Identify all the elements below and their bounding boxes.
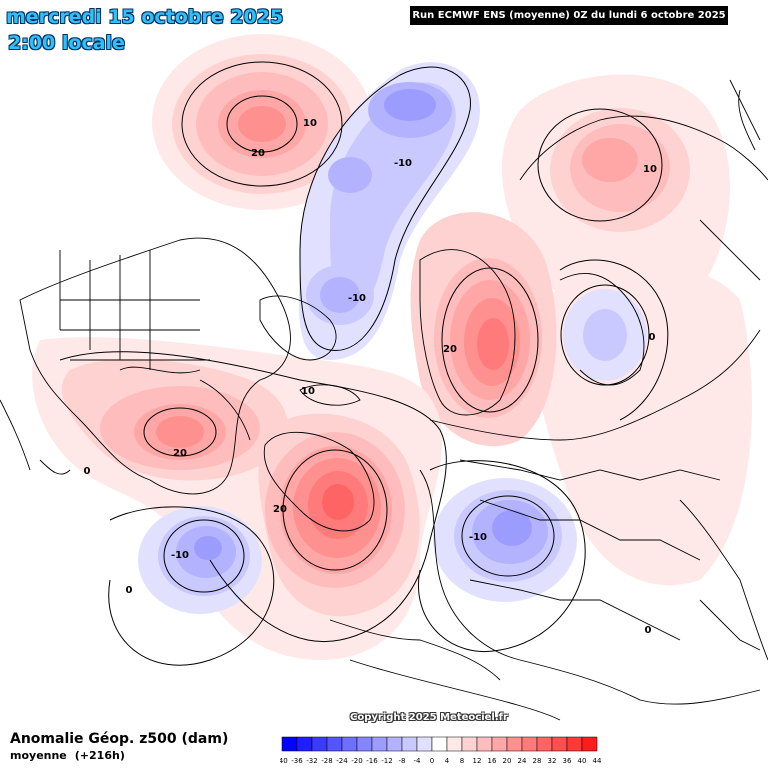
scale-swatch bbox=[566, 736, 583, 752]
scale-swatch bbox=[371, 736, 388, 752]
forecast-time: 2:00 locale bbox=[8, 32, 125, 54]
scale-tick-label: 28 bbox=[533, 757, 542, 765]
scale-swatch bbox=[431, 736, 448, 752]
anomaly-scandinavia-high bbox=[410, 212, 557, 447]
scale-swatch bbox=[311, 736, 328, 752]
scale-swatch bbox=[476, 736, 493, 752]
scale-tick-label: -16 bbox=[366, 757, 378, 765]
anomaly-north-pacific-high bbox=[152, 34, 372, 210]
scale-tick-label: -28 bbox=[321, 757, 332, 765]
contour-label: 20 bbox=[443, 344, 457, 355]
anomaly-western-na-high bbox=[61, 359, 288, 481]
legend-mean-label: moyenne bbox=[10, 749, 67, 762]
scale-tick-label: 44 bbox=[593, 757, 602, 765]
forecast-date: mercredi 15 octobre 2025 bbox=[6, 6, 284, 28]
anomaly-siberian-trough bbox=[298, 62, 480, 361]
scale-tick-label: -8 bbox=[399, 757, 406, 765]
scale-tick-label: -20 bbox=[351, 757, 362, 765]
shaded-anomalies bbox=[32, 34, 752, 660]
copyright: Copyright 2025 Meteociel.fr bbox=[350, 712, 508, 723]
scale-swatch bbox=[521, 736, 538, 752]
scale-swatch bbox=[386, 736, 403, 752]
contour-label: 10 bbox=[301, 386, 315, 397]
scale-tick-label: -40 bbox=[280, 757, 288, 765]
scale-tick-label: -12 bbox=[381, 757, 392, 765]
contour-label: -10 bbox=[348, 293, 366, 304]
scale-swatch bbox=[296, 736, 313, 752]
scale-tick-label: 32 bbox=[548, 757, 557, 765]
scale-swatch bbox=[491, 736, 508, 752]
legend-subtitle: moyenne (+216h) bbox=[10, 749, 125, 762]
anomaly-eastern-pacific-low bbox=[138, 506, 262, 614]
contour-label: -10 bbox=[171, 550, 189, 561]
contour-label: 10 bbox=[303, 118, 317, 129]
scale-swatch bbox=[536, 736, 553, 752]
scale-tick-label: 36 bbox=[563, 757, 572, 765]
scale-swatch bbox=[461, 736, 478, 752]
scale-swatch bbox=[401, 736, 418, 752]
scale-swatch bbox=[581, 736, 598, 752]
scale-tick-label: 4 bbox=[445, 757, 450, 765]
contour-label: 20 bbox=[251, 148, 265, 159]
contour-label: 0 bbox=[645, 625, 652, 636]
legend-step-label: (+216h) bbox=[74, 749, 125, 762]
scale-tick-label: 12 bbox=[473, 757, 482, 765]
contour-label: 10 bbox=[643, 164, 657, 175]
scale-tick-label: 16 bbox=[488, 757, 497, 765]
scale-swatch bbox=[416, 736, 433, 752]
contour-label: -10 bbox=[469, 532, 487, 543]
contour-label: 0 bbox=[126, 585, 133, 596]
scale-swatch bbox=[551, 736, 568, 752]
scale-swatch bbox=[356, 736, 373, 752]
scale-swatch bbox=[326, 736, 343, 752]
legend-title: Anomalie Géop. z500 (dam) bbox=[10, 731, 229, 747]
scale-tick-label: 0 bbox=[430, 757, 434, 765]
scale-tick-label: 20 bbox=[503, 757, 512, 765]
contour-label: 0 bbox=[84, 466, 91, 477]
contour-label: 20 bbox=[173, 448, 187, 459]
anomaly-eastern-europe-trough bbox=[433, 478, 577, 602]
scale-swatch bbox=[281, 736, 298, 752]
scale-tick-label: 24 bbox=[518, 757, 527, 765]
scale-tick-label: 8 bbox=[460, 757, 464, 765]
scale-tick-label: -32 bbox=[306, 757, 317, 765]
scale-tick-label: -24 bbox=[336, 757, 348, 765]
scale-swatch bbox=[446, 736, 463, 752]
contour-lines bbox=[59, 61, 669, 666]
scale-tick-label: -4 bbox=[414, 757, 422, 765]
anomaly-central-siberia-low bbox=[563, 289, 647, 381]
contour-label: 0 bbox=[649, 332, 656, 343]
run-info: Run ECMWF ENS (moyenne) 0Z du lundi 6 oc… bbox=[410, 6, 728, 25]
contour-label: -10 bbox=[394, 158, 412, 169]
contour-label: 20 bbox=[273, 504, 287, 515]
contour-label-group: 20 10 -10 10 -10 20 0 10 20 0 20 -10 -10… bbox=[84, 118, 657, 636]
scale-swatch bbox=[341, 736, 358, 752]
scale-tick-label: 40 bbox=[578, 757, 587, 765]
scale-tick-label: -36 bbox=[291, 757, 303, 765]
scale-swatch bbox=[506, 736, 523, 752]
color-scale: -40-36-32-28-24-20-16-12-8-4048121620242… bbox=[280, 736, 602, 765]
anomaly-greenland-high bbox=[258, 413, 420, 617]
